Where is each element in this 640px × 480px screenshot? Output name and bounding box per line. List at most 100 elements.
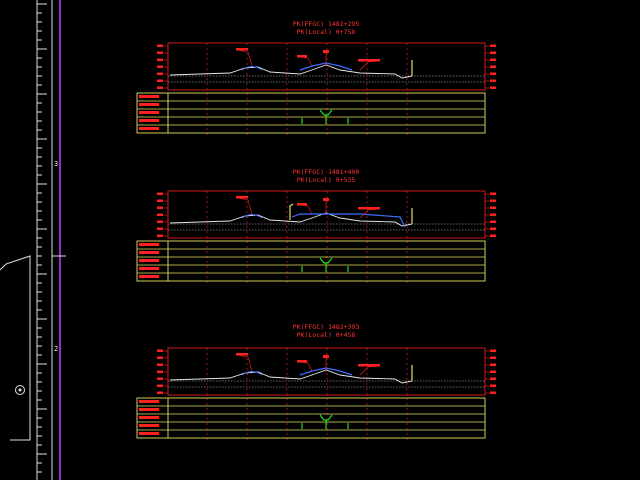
scale-label-right [490,356,496,359]
scale-label-right [490,206,496,209]
section-geometry-2 [136,190,496,284]
scale-label-left [157,72,163,75]
annotation-leader [297,361,313,372]
section-geometry-3 [136,347,496,441]
scale-label-right [490,44,496,47]
annotation-label [358,207,380,210]
data-table-row-label [139,408,159,411]
scale-label-right [490,391,496,394]
data-table-row-label [139,243,159,246]
scale-label-right [490,377,496,380]
scale-label-left [157,363,163,366]
scale-label-right [490,234,496,237]
cross-section-1[interactable]: PK(FFGC) 1481+295 PK(Local) 0+758 [293,20,360,36]
annotation-leader [236,197,253,215]
section-frame [167,42,486,91]
section-frame [167,190,486,239]
data-table-row-label [139,103,159,106]
data-table-row-label [139,400,159,403]
data-table-row-label [139,424,159,427]
left-ruler: 3 2 [0,0,66,480]
data-table-row-label [139,111,159,114]
annotation-leader [297,56,313,67]
annotation-leader [236,354,253,372]
section-title-ffgc: PK(FFGC) 1482+303 [293,323,360,331]
annotation-label [236,196,248,199]
annotation-label [323,355,329,358]
table-marker [319,109,333,116]
section-title-local: PK(Local) 0+535 [297,176,356,184]
data-table-row-label [139,127,159,130]
scale-label-right [490,79,496,82]
section-title-ffgc: PK(FFGC) 1481+295 [293,20,360,28]
structure-arc [241,66,263,71]
structure-arc [241,214,263,219]
section-frame [167,347,486,396]
scale-label-left [157,370,163,373]
annotation-leader [359,208,381,219]
annotation-label [297,360,307,363]
annotation-leader [297,204,313,215]
annotation-label [236,353,248,356]
scale-label-left [157,65,163,68]
data-table-row-label [139,95,159,98]
scale-label-left [157,206,163,209]
scale-label-left [157,220,163,223]
structure-arc [241,371,263,376]
scale-label-right [490,370,496,373]
scale-label-left [157,213,163,216]
table-marker [319,257,333,264]
annotation-label [358,364,380,367]
circle-marker-icon[interactable] [15,385,25,395]
scale-label-right [490,220,496,223]
scale-label-left [157,356,163,359]
table-marker [319,414,333,421]
scale-label-right [490,86,496,89]
scale-label-left [157,192,163,195]
edge-marker [289,203,294,220]
ruler-number-3: 3 [54,160,58,168]
section-title-local: PK(Local) 0+758 [297,28,356,36]
annotation-label [323,50,329,53]
data-table-row-label [139,119,159,122]
annotation-label [236,48,248,51]
data-table [136,92,486,134]
scale-label-left [157,79,163,82]
annotation-leader [359,365,381,376]
annotation-label [358,59,380,62]
data-table-row-label [139,251,159,254]
scale-label-right [490,227,496,230]
data-table-row-label [139,267,159,270]
scale-label-right [490,72,496,75]
annotation-label [297,55,307,58]
cross-section-2[interactable]: PK(FFGC) 1481+400 PK(Local) 0+535 [293,168,360,184]
structure-profile [291,213,406,228]
scale-label-left [157,384,163,387]
scale-label-left [157,349,163,352]
scale-label-right [490,349,496,352]
scale-label-right [490,65,496,68]
scale-label-left [157,391,163,394]
data-table-row-label [139,432,159,435]
scale-label-right [490,51,496,54]
scale-label-right [490,384,496,387]
annotation-leader [359,60,381,71]
annotation-leader [236,49,253,67]
scale-label-left [157,199,163,202]
section-title-local: PK(Local) 0+458 [297,331,356,339]
scale-label-left [157,234,163,237]
scale-label-right [490,192,496,195]
scale-label-right [490,213,496,216]
data-table-row-label [139,259,159,262]
section-title-ffgc: PK(FFGC) 1481+400 [293,168,360,176]
data-table [136,397,486,439]
data-table-row-label [139,275,159,278]
annotation-label [297,203,307,206]
scale-label-right [490,199,496,202]
ruler-number-2: 2 [54,345,58,353]
cross-section-3[interactable]: PK(FFGC) 1482+303 PK(Local) 0+458 [293,323,360,339]
section-geometry-1 [136,42,496,136]
data-table-row-label [139,416,159,419]
annotation-label [323,198,329,201]
